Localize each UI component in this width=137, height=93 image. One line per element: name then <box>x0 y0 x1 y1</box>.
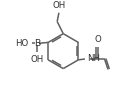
Text: OH: OH <box>52 1 65 10</box>
Text: OH: OH <box>30 56 43 64</box>
Text: NH: NH <box>87 54 100 64</box>
Text: B: B <box>34 39 40 48</box>
Text: HO: HO <box>15 39 28 48</box>
Text: O: O <box>94 35 101 44</box>
